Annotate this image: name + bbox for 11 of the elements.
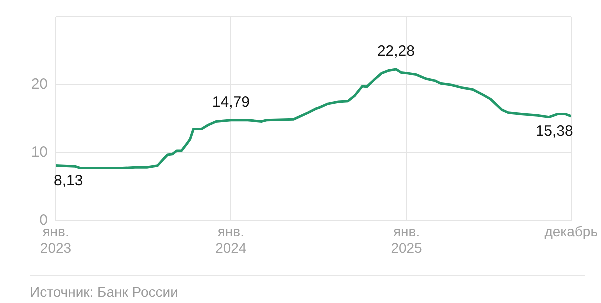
x-tick-label: янв. 2024 bbox=[216, 223, 247, 256]
x-tick-label: янв. 2025 bbox=[391, 223, 423, 256]
annotation: 22,28 bbox=[377, 43, 415, 60]
y-tick-label: 10 bbox=[31, 144, 48, 162]
annotation: 8,13 bbox=[54, 172, 84, 190]
y-tick-label: 0 bbox=[40, 212, 48, 230]
x-tick-label: декабрь bbox=[544, 223, 598, 240]
annotation: 15,38 bbox=[536, 123, 574, 140]
text: Источник: Банк России bbox=[30, 284, 178, 300]
y-tick-label: 20 bbox=[31, 76, 48, 94]
annotation: 14,79 bbox=[212, 94, 250, 112]
